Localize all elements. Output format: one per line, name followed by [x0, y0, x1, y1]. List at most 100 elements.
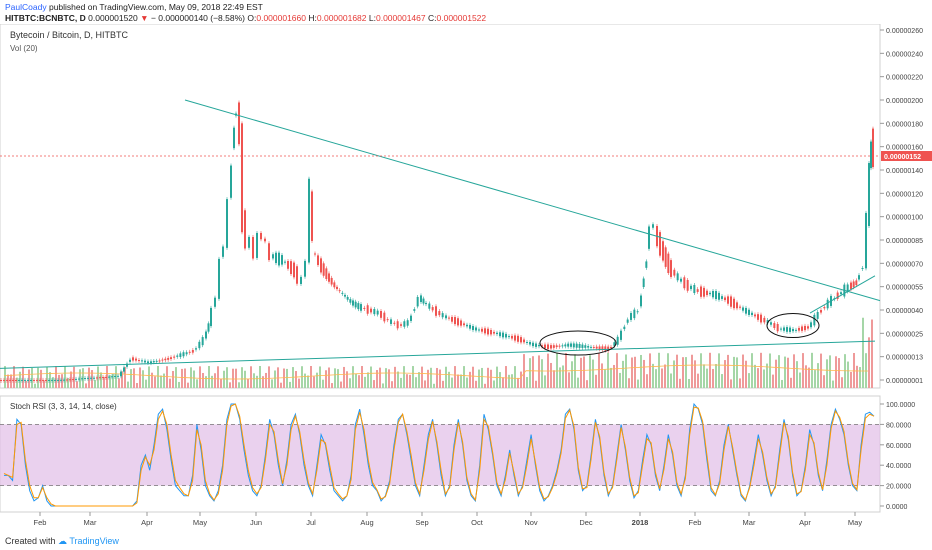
annotation-ellipse: [766, 313, 820, 339]
volume-bar: [112, 373, 114, 388]
candle: [567, 343, 570, 347]
y-tick-label: 0.00000100: [886, 215, 923, 222]
volume-bar: [592, 359, 594, 388]
candle: [652, 224, 654, 228]
candle: [604, 346, 607, 351]
volume-bar: [442, 380, 444, 388]
volume-bar: [637, 379, 639, 388]
volume-bar: [103, 376, 105, 388]
price-pane[interactable]: 0.00000260 0.00000240 0.00000220 0.00000200…: [0, 24, 932, 389]
volume-bar: [487, 367, 489, 388]
volume-bar: [169, 378, 171, 388]
volume-bar: [832, 380, 834, 388]
rsi-y-tick-label: 60.0000: [886, 443, 911, 450]
volume-bar: [376, 370, 378, 388]
candle: [370, 308, 372, 313]
x-tick-label: Feb: [34, 518, 47, 527]
candle: [783, 327, 785, 331]
volume-bar: [778, 355, 780, 388]
candle: [616, 336, 619, 345]
x-tick-label: Mar: [84, 518, 97, 527]
volume-bar: [28, 369, 30, 388]
volume-bar: [199, 366, 201, 388]
y-tick-label: 0.00000180: [886, 121, 923, 128]
candle: [754, 314, 756, 317]
candle: [813, 314, 816, 326]
close-value: 0.000001522: [436, 13, 487, 23]
volume-bar: [406, 374, 408, 388]
chart-canvas[interactable]: 0.00000260 0.00000240 0.00000220 0.00000200…: [0, 24, 932, 532]
candle: [511, 335, 513, 339]
candle: [300, 276, 302, 285]
candle: [724, 297, 726, 301]
candle: [123, 367, 125, 372]
candle: [872, 128, 874, 168]
volume-bar: [391, 381, 393, 388]
candle: [572, 343, 575, 348]
volume-bar: [514, 366, 516, 388]
current-price-label: 0.00000152: [884, 154, 921, 161]
volume-bar: [58, 374, 60, 388]
volume-bar: [448, 371, 450, 388]
candle: [72, 379, 74, 381]
candle: [39, 379, 41, 381]
volume-bar: [217, 366, 219, 388]
volume-bar: [715, 364, 717, 388]
candle: [590, 346, 592, 348]
volume-bar: [631, 357, 633, 388]
candle: [36, 379, 38, 381]
volume-bar: [34, 383, 36, 388]
volume-bar: [352, 366, 354, 388]
candle: [786, 327, 788, 332]
volume-bar: [532, 356, 534, 388]
volume-bar: [346, 371, 348, 388]
volume-bar: [253, 373, 255, 388]
volume-bar: [460, 374, 462, 388]
volume-bar: [784, 356, 786, 388]
tradingview-brand[interactable]: TradingView: [69, 536, 119, 546]
candle: [763, 317, 766, 323]
volume-bar: [580, 357, 582, 388]
candle: [230, 165, 232, 198]
volume-bar: [622, 360, 624, 388]
volume-bar: [814, 370, 816, 388]
candle: [640, 295, 642, 307]
candle: [360, 304, 362, 311]
candle: [680, 278, 682, 282]
volume-bar: [271, 379, 273, 388]
volume-bar: [418, 372, 420, 388]
volume-bar: [535, 380, 537, 388]
volume-bar: [724, 360, 726, 388]
candle: [63, 379, 65, 381]
volume-bar: [262, 376, 264, 388]
volume-bar: [340, 381, 342, 388]
candle: [670, 260, 672, 277]
candle: [357, 303, 360, 310]
author-link[interactable]: PaulCoady: [5, 2, 47, 12]
candle: [284, 261, 286, 263]
price-change: − 0.000000140 (−8.58%): [150, 13, 245, 23]
volume-bar: [328, 367, 330, 388]
candle: [730, 296, 732, 307]
candle: [742, 307, 744, 311]
candle: [502, 332, 504, 338]
volume-bar: [160, 375, 162, 388]
stoch-rsi-pane[interactable]: 100.0000 80.0000 60.0000 40.0000 20.0000 0.00…: [0, 395, 915, 513]
candle: [441, 313, 444, 318]
candle: [241, 123, 243, 233]
volume-bar: [553, 370, 555, 388]
candle: [30, 379, 32, 381]
volume-bar: [466, 377, 468, 388]
volume-bar: [667, 353, 669, 388]
candle: [469, 324, 471, 329]
volume-bar: [424, 380, 426, 388]
volume-bar: [730, 379, 732, 388]
volume-bar: [739, 378, 741, 388]
volume-bar: [241, 367, 243, 388]
volume-bar: [232, 368, 234, 388]
volume-bar: [31, 367, 33, 388]
candle: [346, 296, 349, 300]
candle: [6, 379, 8, 381]
stoch-rsi-line: [3, 403, 875, 507]
time-axis[interactable]: Feb Mar Apr May Jun Jul Aug Sep Oct Nov Dec 2018 Feb…: [0, 511, 880, 527]
